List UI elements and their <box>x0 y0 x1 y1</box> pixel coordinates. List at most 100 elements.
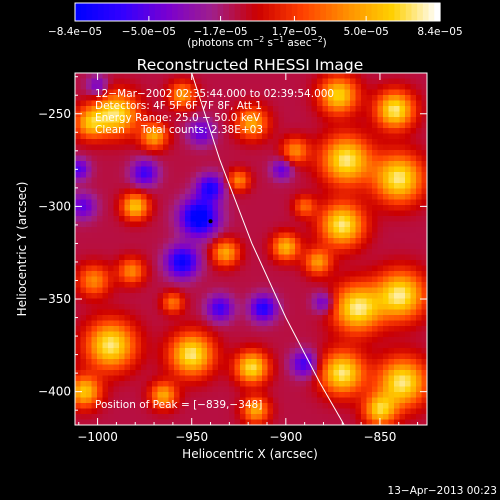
heatmap-cell <box>300 144 307 151</box>
heatmap-cell <box>174 342 180 349</box>
heatmap-cell <box>284 227 290 233</box>
heatmap-cell <box>295 199 301 206</box>
heatmap-cell <box>97 408 103 415</box>
heatmap-cell <box>366 282 373 288</box>
heatmap-cell <box>421 326 428 332</box>
heatmap-cell <box>108 155 114 162</box>
heatmap-cell <box>91 100 98 107</box>
heatmap-cell <box>130 293 136 299</box>
heatmap-cell <box>152 84 158 90</box>
heatmap-cell <box>256 392 263 398</box>
heatmap-cell <box>218 326 224 332</box>
heatmap-cell <box>201 84 208 90</box>
heatmap-cell <box>157 89 164 96</box>
heatmap-cell <box>328 271 334 277</box>
heatmap-cell <box>113 309 120 316</box>
heatmap-cell <box>163 381 169 387</box>
heatmap-cell <box>256 342 263 349</box>
heatmap-cell <box>113 106 120 112</box>
heatmap-cell <box>146 177 153 184</box>
heatmap-cell <box>344 370 351 376</box>
heatmap-cell <box>289 84 296 90</box>
heatmap-cell <box>141 172 147 178</box>
heatmap-cell <box>185 183 191 189</box>
heatmap-cell <box>410 331 417 338</box>
heatmap-cell <box>119 282 125 288</box>
heatmap-cell <box>300 326 307 332</box>
heatmap-cell <box>75 172 81 178</box>
heatmap-cell <box>168 414 175 420</box>
heatmap-cell <box>399 249 406 255</box>
heatmap-cell <box>278 320 285 327</box>
heatmap-cell <box>339 139 345 145</box>
heatmap-cell <box>377 210 384 217</box>
heatmap-cell <box>223 166 230 173</box>
heatmap-cell <box>377 408 384 415</box>
heatmap-cell <box>179 133 186 140</box>
heatmap-cell <box>119 265 125 272</box>
heatmap-cell <box>212 95 219 101</box>
heatmap-cell <box>333 309 340 316</box>
heatmap-cell <box>273 392 279 398</box>
heatmap-cell <box>212 254 219 261</box>
heatmap-cell <box>157 210 164 217</box>
colorbar-cell <box>240 3 247 21</box>
heatmap-cell <box>256 414 263 420</box>
heatmap-cell <box>185 254 191 261</box>
heatmap-cell <box>168 106 175 112</box>
heatmap-cell <box>284 155 290 162</box>
heatmap-cell <box>361 221 367 228</box>
y-axis-label: Heliocentric Y (arcsec) <box>15 182 29 317</box>
heatmap-cell <box>113 205 120 211</box>
heatmap-cell <box>80 276 87 283</box>
heatmap-cell <box>421 298 428 305</box>
heatmap-cell <box>416 172 422 178</box>
heatmap-cell <box>306 370 312 376</box>
heatmap-cell <box>328 188 334 195</box>
heatmap-cell <box>355 216 362 222</box>
heatmap-cell <box>256 381 263 387</box>
heatmap-cell <box>223 177 230 184</box>
heatmap-cell <box>201 342 208 349</box>
heatmap-cell <box>113 122 120 129</box>
heatmap-cell <box>80 232 87 239</box>
heatmap-cell <box>317 342 323 349</box>
heatmap-cell <box>355 276 362 283</box>
heatmap-cell <box>218 265 224 272</box>
heatmap-cell <box>372 139 378 145</box>
heatmap-cell <box>141 353 147 360</box>
colorbar-cell <box>217 3 224 21</box>
heatmap-cell <box>119 122 125 129</box>
heatmap-cell <box>394 128 400 134</box>
heatmap-cell <box>223 392 230 398</box>
heatmap-cell <box>174 249 180 255</box>
heatmap-cell <box>207 221 213 228</box>
heatmap-cell <box>141 128 147 134</box>
heatmap-cell <box>256 271 263 277</box>
heatmap-cell <box>372 326 378 332</box>
heatmap-cell <box>421 249 428 255</box>
heatmap-cell <box>207 106 213 112</box>
heatmap-cell <box>377 238 384 244</box>
heatmap-cell <box>399 78 406 85</box>
heatmap-cell <box>75 111 81 118</box>
heatmap-cell <box>284 221 290 228</box>
heatmap-cell <box>207 408 213 415</box>
heatmap-cell <box>399 265 406 272</box>
heatmap-cell <box>229 392 235 398</box>
heatmap-cell <box>113 282 120 288</box>
heatmap-cell <box>80 414 87 420</box>
heatmap-cell <box>97 337 103 343</box>
heatmap-cell <box>289 375 296 382</box>
heatmap-cell <box>306 216 312 222</box>
heatmap-cell <box>86 287 92 294</box>
heatmap-cell <box>372 408 378 415</box>
colorbar-cell <box>97 3 105 21</box>
heatmap-cell <box>361 375 367 382</box>
heatmap-cell <box>256 403 263 409</box>
heatmap-cell <box>119 183 125 189</box>
heatmap-cell <box>179 309 186 316</box>
heatmap-cell <box>273 348 279 354</box>
heatmap-cell <box>190 89 197 96</box>
heatmap-cell <box>141 260 147 266</box>
